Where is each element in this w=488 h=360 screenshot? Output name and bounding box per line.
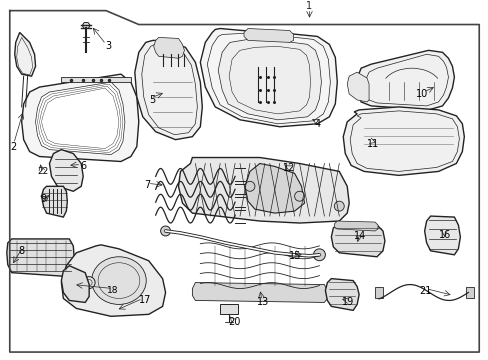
Polygon shape	[424, 216, 459, 255]
Polygon shape	[218, 39, 321, 120]
Text: 5: 5	[149, 95, 156, 105]
Bar	[220, 305, 238, 314]
Polygon shape	[61, 77, 131, 82]
Ellipse shape	[91, 257, 146, 305]
Polygon shape	[21, 74, 139, 162]
Polygon shape	[192, 283, 326, 302]
Polygon shape	[7, 239, 74, 276]
Polygon shape	[15, 32, 36, 76]
Polygon shape	[356, 50, 453, 110]
Polygon shape	[41, 186, 67, 217]
Polygon shape	[200, 28, 337, 127]
Text: 20: 20	[227, 317, 240, 327]
Text: 9: 9	[41, 194, 46, 204]
Text: 17: 17	[138, 296, 151, 305]
Text: 6: 6	[80, 161, 86, 171]
Polygon shape	[61, 266, 89, 302]
Circle shape	[83, 276, 95, 288]
Bar	[374, 287, 382, 298]
Polygon shape	[346, 72, 368, 102]
Text: 12: 12	[282, 163, 294, 174]
Text: 8: 8	[19, 246, 25, 256]
Text: 16: 16	[438, 230, 451, 240]
Polygon shape	[244, 163, 304, 213]
Polygon shape	[343, 107, 464, 175]
Polygon shape	[334, 221, 377, 231]
Text: 11: 11	[366, 139, 378, 149]
Circle shape	[313, 249, 325, 261]
Text: 3: 3	[105, 41, 111, 51]
Text: 14: 14	[353, 231, 366, 241]
Polygon shape	[153, 37, 184, 58]
Polygon shape	[49, 150, 83, 191]
Polygon shape	[135, 40, 202, 140]
Circle shape	[244, 181, 254, 191]
Text: 7: 7	[144, 180, 150, 190]
Text: 2: 2	[11, 141, 17, 152]
Polygon shape	[61, 245, 165, 316]
Text: 22: 22	[37, 167, 48, 176]
Polygon shape	[331, 223, 384, 257]
Polygon shape	[325, 279, 358, 310]
Text: 10: 10	[415, 89, 427, 99]
Circle shape	[334, 201, 344, 211]
Text: 13: 13	[256, 297, 268, 307]
Polygon shape	[178, 158, 348, 223]
Text: 19: 19	[342, 297, 354, 307]
Circle shape	[294, 191, 304, 201]
Bar	[466, 287, 473, 298]
Text: 21: 21	[419, 285, 431, 296]
Text: 18: 18	[107, 286, 119, 295]
Circle shape	[160, 226, 170, 236]
Text: 1: 1	[306, 1, 312, 11]
Text: 4: 4	[314, 119, 320, 129]
Text: 15: 15	[289, 251, 301, 261]
Polygon shape	[36, 82, 124, 154]
Polygon shape	[244, 28, 293, 42]
Polygon shape	[82, 23, 90, 28]
